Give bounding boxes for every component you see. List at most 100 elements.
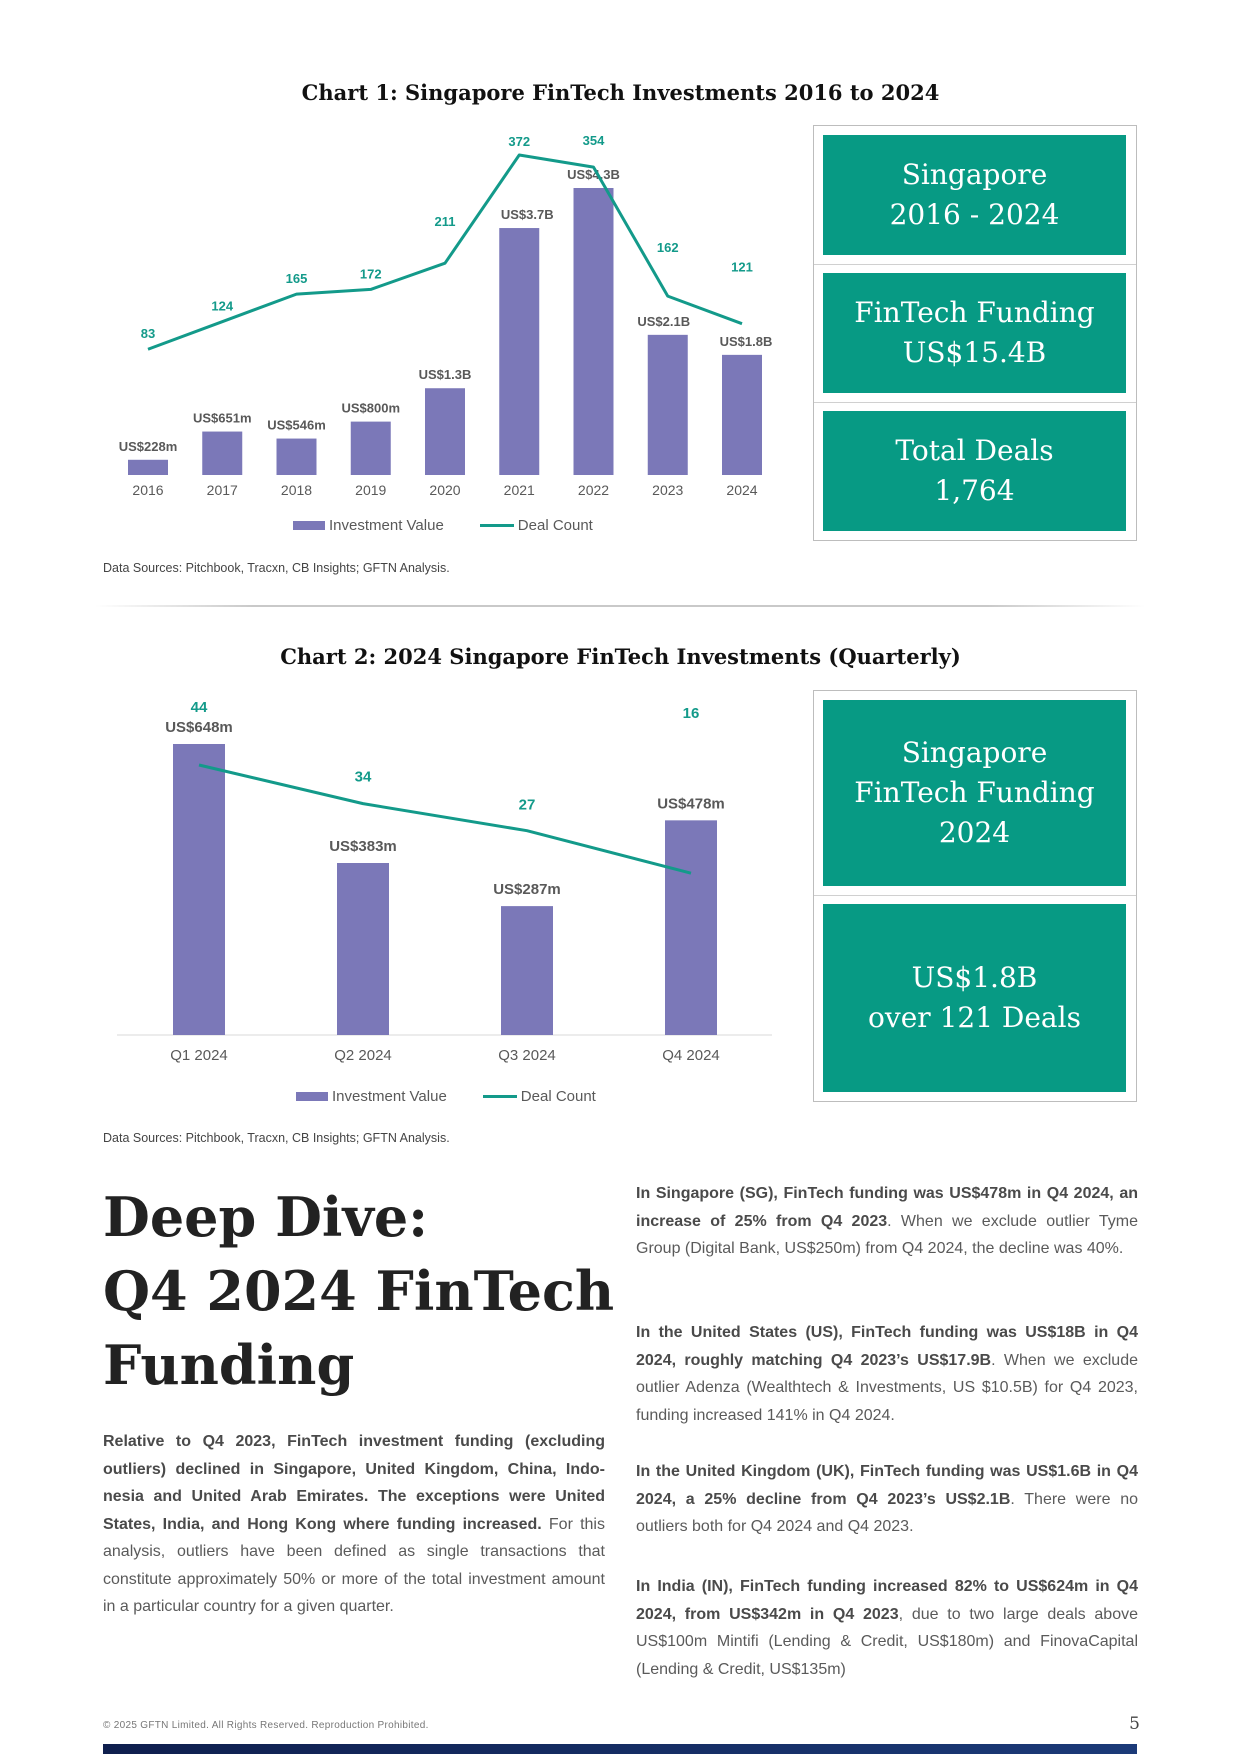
x-tick-label: 2021 <box>504 482 535 498</box>
country-para-us: In the United States (US), FinTech fundi… <box>636 1319 1138 1429</box>
x-tick-label: 2020 <box>429 482 460 498</box>
x-tick-label: Q3 2024 <box>498 1047 556 1064</box>
deal-count-label: 172 <box>360 266 382 281</box>
bar <box>350 421 391 475</box>
chart2-plot: US$648m Q1 2024 US$383m Q2 2024 US$287m Q3 20… <box>117 699 772 1064</box>
deal-count-label: 83 <box>141 326 155 341</box>
bar-value-label: US$800m <box>341 401 400 416</box>
summary-highlight: Relative to Q4 2023, FinTech investment … <box>103 1433 605 1533</box>
bar-value-label: US$2.1B <box>637 314 690 329</box>
x-tick-label: Q4 2024 <box>662 1047 720 1064</box>
bar-swatch-icon <box>293 521 325 530</box>
stat-deals: Total Deals 1,764 <box>823 411 1126 531</box>
chart1-legend: Investment Value Deal Count <box>293 517 593 534</box>
summary-text: For this analysis, outliers have been de… <box>103 1515 605 1616</box>
chart1-source: Data Sources: Pitchbook, Tracxn, CB Insi… <box>103 561 450 575</box>
deal-count-label: 121 <box>731 260 753 275</box>
chart2-source: Data Sources: Pitchbook, Tracxn, CB Insi… <box>103 1131 450 1145</box>
chart2-legend-line-label: Deal Count <box>520 1088 596 1105</box>
chart1-title: Chart 1: Singapore FinTech Investments 2… <box>301 80 940 105</box>
country-highlight: In the United Kingdom (UK), FinTech fund… <box>636 1463 1138 1508</box>
chart1-legend-line-label: Deal Count <box>517 517 593 534</box>
line-swatch-icon <box>482 1095 517 1098</box>
country-text: . When we exclude outlier Tyme Group (Di… <box>636 1212 1139 1258</box>
country-para-sg: In Singapore (SG), FinTech funding was U… <box>636 1180 1138 1263</box>
bar-value-label: US$287m <box>493 881 561 898</box>
x-tick-label: Q2 2024 <box>334 1047 392 1064</box>
stat-funding: FinTech Funding US$15.4B <box>823 273 1126 393</box>
bar <box>573 188 614 475</box>
bar <box>501 906 553 1035</box>
bar <box>337 863 389 1035</box>
bar <box>665 820 717 1035</box>
bar-value-label: US$546m <box>267 418 326 433</box>
country-text: . There were no outliers both for Q4 202… <box>636 1490 1139 1536</box>
x-tick-label: 2017 <box>207 482 238 498</box>
chart2-stats-panel: Singapore FinTech Funding 2024 US$1.8B o… <box>813 690 1137 1102</box>
x-tick-label: 2018 <box>281 482 312 498</box>
deal-count-label: 211 <box>435 214 456 229</box>
chart1-legend-bar: Investment Value <box>293 517 444 534</box>
chart1-stats-panel: Singapore 2016 - 2024 FinTech Funding US… <box>813 125 1137 541</box>
bar-swatch-icon <box>296 1092 328 1101</box>
country-highlight: In the United States (US), FinTech fundi… <box>636 1324 1138 1369</box>
bar <box>173 744 225 1035</box>
line-swatch-icon <box>479 524 514 527</box>
chart1-plot: US$228m 2016 US$651m 2017 US$546m 2018 US$800m… <box>119 133 773 498</box>
chart1-legend-line: Deal Count <box>479 517 593 534</box>
country-para-uk: In the United Kingdom (UK), FinTech fund… <box>636 1458 1138 1541</box>
deal-count-label: 165 <box>286 271 308 286</box>
bar-value-label: US$383m <box>329 838 397 855</box>
section-divider <box>95 605 1145 607</box>
x-tick-label: 2019 <box>355 482 386 498</box>
chart2-legend-line: Deal Count <box>482 1088 596 1105</box>
stat-divider <box>814 402 1136 403</box>
bar-value-label: US$228m <box>119 439 178 454</box>
x-tick-label: 2016 <box>132 482 163 498</box>
deal-count-label: 27 <box>519 797 536 814</box>
deal-count-label: 16 <box>683 705 700 722</box>
deep-dive-title-line: Deep Dive: <box>103 1185 429 1249</box>
page-number: 5 <box>1129 1714 1140 1734</box>
bar <box>722 354 762 475</box>
deal-count-label: 162 <box>657 240 679 255</box>
stat-2024-total: US$1.8B over 121 Deals <box>823 904 1126 1092</box>
bar-value-label: US$4.3B <box>567 167 620 182</box>
x-tick-label: 2023 <box>652 482 683 498</box>
bar <box>647 334 688 475</box>
deal-count-label: 124 <box>211 299 233 314</box>
bar-value-label: US$1.8B <box>720 334 773 349</box>
country-text: . When we exclude outlier Adenza (Wealth… <box>636 1351 1138 1424</box>
country-para-in: In India (IN), FinTech funding increased… <box>636 1573 1138 1683</box>
bar-value-label: US$651m <box>193 411 252 426</box>
deep-dive-title-line: Funding <box>103 1333 355 1397</box>
bar-value-label: US$3.7B <box>501 207 554 222</box>
bar <box>202 431 243 475</box>
bar <box>276 438 317 475</box>
deep-dive-title: Deep Dive: Q4 2024 FinTech Funding <box>103 1180 623 1402</box>
bar-value-label: US$478m <box>657 795 725 812</box>
stat-2024-heading: Singapore FinTech Funding 2024 <box>823 700 1126 886</box>
x-tick-label: 2022 <box>578 482 609 498</box>
x-tick-label: 2024 <box>726 482 757 498</box>
country-highlight: In India (IN), FinTech funding increased… <box>636 1578 1138 1623</box>
chart1-legend-bar-label: Investment Value <box>329 517 444 534</box>
stat-divider <box>814 895 1136 896</box>
bar <box>425 388 465 475</box>
deal-count-line <box>147 153 743 351</box>
deal-count-label: 44 <box>191 699 208 716</box>
chart2-legend: Investment Value Deal Count <box>296 1088 596 1105</box>
deal-count-line <box>198 763 692 875</box>
deal-count-label: 34 <box>355 769 372 786</box>
stat-divider <box>814 264 1136 265</box>
deal-count-label: 372 <box>508 134 530 149</box>
stat-period: Singapore 2016 - 2024 <box>823 135 1126 255</box>
deep-dive-title-line: Q4 2024 FinTech <box>103 1259 615 1323</box>
country-highlight: In Singapore (SG), FinTech funding was U… <box>636 1185 1138 1230</box>
bar-value-label: US$648m <box>165 719 233 736</box>
deal-count-label: 354 <box>583 133 605 148</box>
chart2-legend-bar-label: Investment Value <box>332 1088 447 1105</box>
chart2-title: Chart 2: 2024 Singapore FinTech Investme… <box>280 644 961 669</box>
bar-value-label: US$1.3B <box>419 367 472 382</box>
deep-dive-summary: Relative to Q4 2023, FinTech investment … <box>103 1428 605 1621</box>
